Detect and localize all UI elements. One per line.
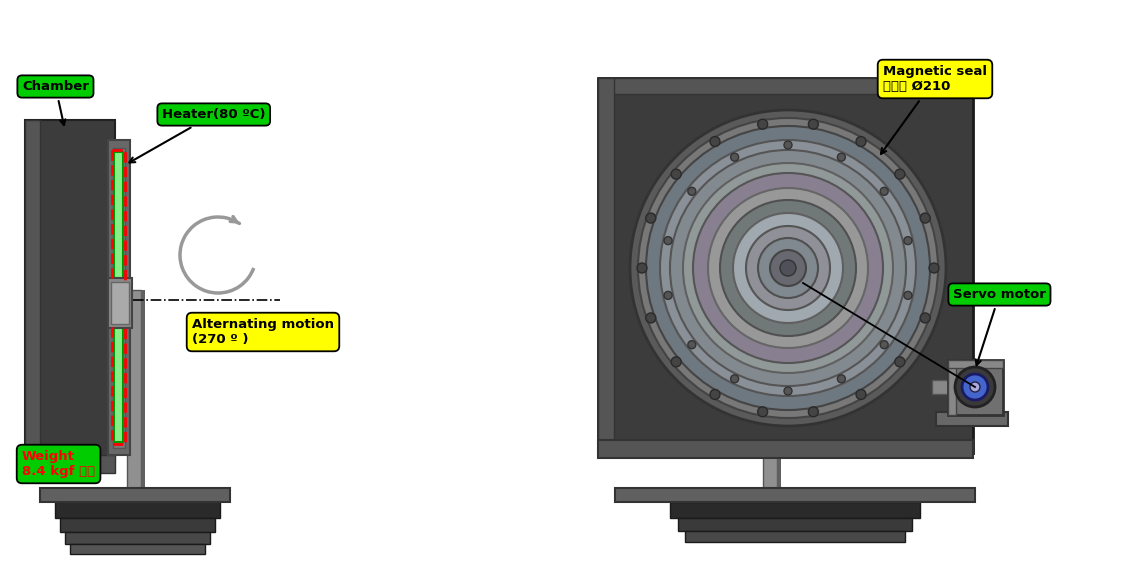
Bar: [70, 544, 205, 554]
Circle shape: [784, 387, 792, 395]
Bar: [65, 532, 210, 544]
Circle shape: [637, 263, 647, 273]
Circle shape: [733, 213, 843, 323]
Bar: [55, 500, 220, 518]
Circle shape: [688, 340, 696, 349]
Bar: [141, 290, 146, 490]
Bar: [948, 360, 1003, 415]
Circle shape: [838, 375, 846, 383]
Circle shape: [784, 141, 792, 149]
Text: Heater(80 ºC): Heater(80 ºC): [129, 108, 266, 163]
Bar: [108, 278, 132, 328]
Circle shape: [693, 173, 884, 363]
Circle shape: [672, 357, 681, 367]
Circle shape: [688, 187, 696, 195]
Circle shape: [711, 390, 720, 400]
Bar: [777, 400, 782, 492]
Circle shape: [780, 260, 796, 276]
Circle shape: [683, 163, 893, 373]
Bar: [25, 455, 115, 473]
Circle shape: [808, 407, 818, 417]
Circle shape: [808, 119, 818, 129]
Bar: [678, 518, 912, 531]
Text: Weight
8.4 kgf 이상: Weight 8.4 kgf 이상: [22, 450, 95, 478]
Circle shape: [731, 375, 739, 383]
Circle shape: [970, 382, 980, 392]
Circle shape: [961, 374, 988, 400]
Bar: [932, 380, 948, 394]
Bar: [108, 140, 129, 455]
Bar: [670, 502, 920, 518]
Circle shape: [731, 153, 739, 161]
Circle shape: [672, 169, 681, 179]
Bar: [113, 148, 125, 448]
Bar: [685, 531, 905, 542]
Circle shape: [770, 250, 806, 286]
Bar: [763, 400, 777, 492]
Bar: [25, 120, 40, 460]
Bar: [25, 120, 115, 460]
Bar: [598, 78, 614, 453]
Circle shape: [638, 118, 937, 418]
Circle shape: [895, 357, 905, 367]
Bar: [113, 152, 123, 442]
Circle shape: [955, 367, 995, 407]
Circle shape: [660, 140, 916, 396]
Circle shape: [746, 226, 830, 310]
Bar: [111, 282, 129, 324]
Bar: [948, 360, 956, 415]
Circle shape: [904, 291, 912, 300]
Bar: [60, 518, 215, 532]
Circle shape: [758, 238, 818, 298]
Circle shape: [895, 169, 905, 179]
Bar: [936, 412, 1008, 426]
Text: Chamber: Chamber: [22, 80, 89, 125]
Circle shape: [758, 119, 768, 129]
Bar: [615, 488, 975, 502]
Circle shape: [904, 236, 912, 245]
Circle shape: [664, 236, 672, 245]
Bar: [112, 150, 125, 444]
Circle shape: [838, 153, 846, 161]
Bar: [598, 78, 973, 94]
Circle shape: [664, 291, 672, 300]
Circle shape: [708, 188, 868, 348]
Circle shape: [880, 340, 888, 349]
Bar: [127, 290, 141, 490]
Circle shape: [646, 313, 656, 323]
Circle shape: [711, 136, 720, 147]
Circle shape: [758, 407, 768, 417]
Text: Magnetic seal
중공축 Ø210: Magnetic seal 중공축 Ø210: [881, 65, 987, 154]
Circle shape: [920, 313, 931, 323]
Circle shape: [920, 213, 931, 223]
Circle shape: [670, 150, 906, 386]
Circle shape: [720, 200, 856, 336]
Bar: [948, 360, 1003, 368]
Circle shape: [856, 136, 866, 147]
Text: Servo motor: Servo motor: [953, 288, 1046, 365]
Bar: [598, 440, 973, 458]
Circle shape: [856, 390, 866, 400]
Circle shape: [646, 213, 656, 223]
Circle shape: [929, 263, 939, 273]
Bar: [598, 78, 973, 453]
Circle shape: [630, 110, 945, 426]
Circle shape: [646, 126, 931, 410]
Circle shape: [880, 187, 888, 195]
Bar: [40, 488, 230, 502]
Text: Alternating motion
(270 º ): Alternating motion (270 º ): [193, 318, 333, 346]
